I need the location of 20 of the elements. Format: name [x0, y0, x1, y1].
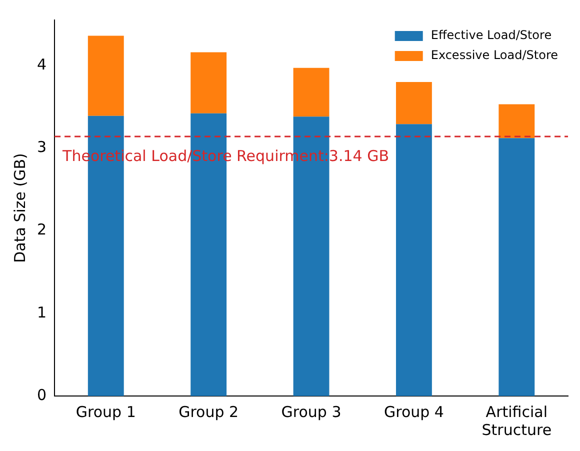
- y-tick-label: 0: [36, 386, 47, 404]
- y-tick-label: 1: [36, 303, 47, 322]
- legend-label: Effective Load/Store: [430, 28, 552, 42]
- y-axis-title: Data Size (GB): [10, 153, 29, 263]
- bar: [498, 138, 535, 396]
- x-tick-label: Group 4: [384, 402, 444, 421]
- bar: [498, 104, 535, 138]
- bar: [396, 82, 432, 124]
- y-tick-label: 3: [36, 138, 47, 156]
- bar: [293, 68, 330, 117]
- x-tick-label: Group 2: [178, 402, 239, 421]
- x-tick-label: Artificial Structure: [482, 402, 552, 439]
- y-tick-label: 4: [36, 55, 47, 74]
- bar: [190, 52, 227, 114]
- legend-label: Excessive Load/Store: [430, 48, 558, 62]
- bar: [88, 36, 124, 116]
- bar: [396, 124, 432, 396]
- y-tick-label: 2: [36, 220, 47, 239]
- x-tick-label: Group 3: [281, 402, 342, 421]
- x-tick-label: Group 1: [76, 402, 136, 421]
